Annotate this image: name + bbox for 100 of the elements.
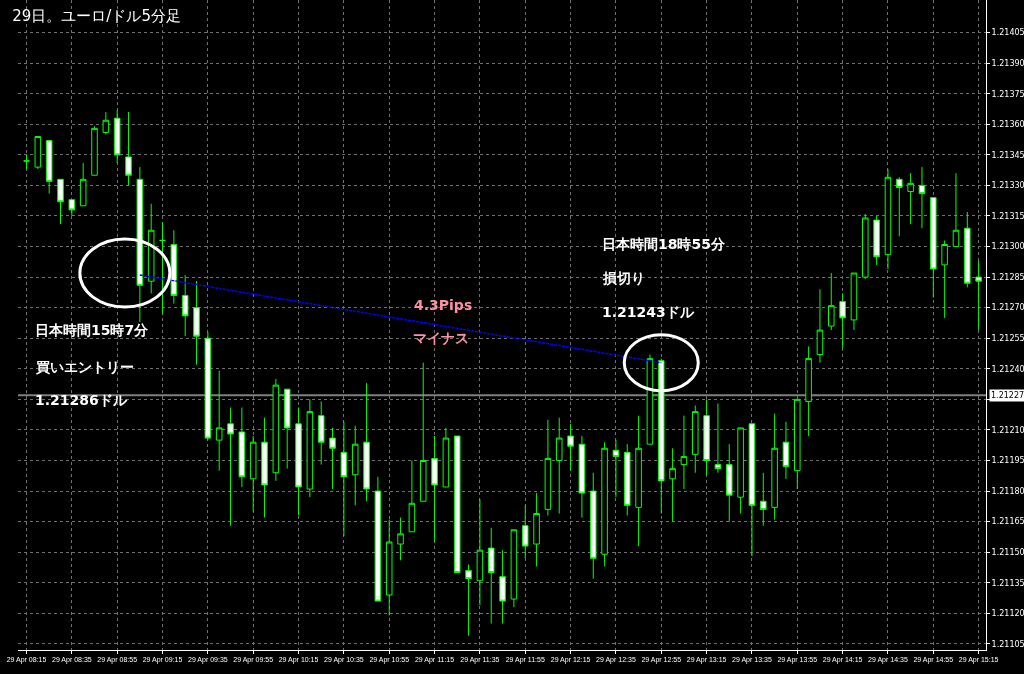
candlestick <box>340 421 348 537</box>
y-tick-label: 1.21345 <box>991 150 1024 160</box>
y-tick-label: 1.21390 <box>991 58 1024 68</box>
candlestick <box>805 345 812 437</box>
candlestick <box>839 292 846 349</box>
candlestick <box>34 136 42 170</box>
candlestick <box>23 154 30 170</box>
candlestick <box>238 407 246 488</box>
annotation: 日本時間15時7分 <box>35 322 150 338</box>
candlestick <box>567 423 574 472</box>
candlestick <box>249 435 257 512</box>
candlestick <box>601 441 608 567</box>
annotation: マイナス <box>413 330 469 346</box>
candlestick <box>408 460 416 533</box>
candlestick <box>725 443 733 523</box>
y-tick-label: 1.21135 <box>991 578 1024 588</box>
candlestick <box>159 221 166 315</box>
candlestick <box>748 423 756 557</box>
y-tick-label: 1.21150 <box>991 547 1024 557</box>
y-tick-label: 1.21255 <box>991 334 1024 344</box>
candlestick <box>215 370 223 472</box>
y-tick-label: 1.21120 <box>991 609 1024 619</box>
candlestick <box>227 407 234 527</box>
candlestick <box>453 435 461 574</box>
candlestick <box>680 415 688 490</box>
candlestick <box>204 331 212 441</box>
candlestick <box>850 272 858 331</box>
candlestick <box>261 417 268 519</box>
candlestick <box>578 435 586 519</box>
y-tick-label: 1.21360 <box>991 120 1024 130</box>
annotation: 1.21286ドル <box>35 392 128 408</box>
candlestick <box>476 498 484 606</box>
candlestick <box>102 111 110 135</box>
candlestick <box>816 288 824 364</box>
candlestick <box>828 272 835 331</box>
candlestick <box>431 435 438 543</box>
candlestick <box>635 415 642 547</box>
annotation: 損切り <box>602 270 645 286</box>
y-tick-label: 1.21285 <box>991 272 1024 282</box>
candlestick <box>896 176 903 237</box>
candlestick <box>794 398 801 490</box>
candlestick <box>521 504 529 559</box>
y-tick-label: 1.21180 <box>991 486 1024 496</box>
candlestick <box>295 407 302 517</box>
y-tick-label: 1.21240 <box>991 364 1024 374</box>
candlestick <box>646 354 654 445</box>
candlestick <box>419 362 427 502</box>
candlestick <box>465 563 472 637</box>
candlestick <box>499 549 506 625</box>
candlestick <box>884 168 892 270</box>
candlestick <box>57 178 64 225</box>
y-tick-label: 1.21105 <box>991 639 1024 649</box>
candlestick <box>79 162 87 207</box>
candlestick <box>589 472 597 580</box>
candlestick <box>329 427 336 490</box>
annotation: 日本時間18時55分 <box>602 236 726 252</box>
candlestick <box>873 215 880 266</box>
candlestick <box>397 517 404 561</box>
candlestick <box>703 398 710 476</box>
candlestick <box>975 260 982 331</box>
candlestick <box>442 427 450 488</box>
candlestick <box>759 472 767 527</box>
y-tick-label: 1.21330 <box>991 181 1024 191</box>
candlestick <box>68 199 76 217</box>
y-tick-label: 1.21405 <box>991 28 1024 38</box>
candlestick <box>623 443 631 517</box>
candlestick <box>510 529 518 608</box>
candlestick <box>487 527 495 625</box>
candlestick <box>714 402 722 474</box>
candlestick <box>669 447 676 523</box>
y-tick-label: 1.21300 <box>991 242 1024 252</box>
candlestick <box>317 400 325 466</box>
candlestick <box>283 388 291 470</box>
candlestick <box>45 140 53 195</box>
candlestick <box>930 197 937 298</box>
y-tick-label: 1.21270 <box>991 303 1024 313</box>
candlestick <box>272 378 280 482</box>
candlestick <box>691 404 699 474</box>
candlestick <box>306 398 314 498</box>
candlestick <box>612 439 620 498</box>
y-tick-label: 1.21210 <box>991 425 1024 435</box>
candlestick <box>907 172 914 225</box>
candlestick <box>147 203 155 294</box>
candlestick <box>941 239 948 319</box>
candlestick <box>964 211 971 288</box>
annotation: 買いエントリー <box>35 359 134 375</box>
candlestick <box>918 166 926 229</box>
y-tick-label: 1.21375 <box>991 89 1024 99</box>
candlestick <box>193 280 200 366</box>
candlestick <box>862 213 869 280</box>
y-tick-label: 1.21315 <box>991 211 1024 221</box>
candlestick <box>113 109 121 164</box>
ref-line-label: 1.21227 <box>991 391 1024 400</box>
candlestick <box>533 492 540 567</box>
candlestick <box>952 172 960 248</box>
annotation: 1.21243ドル <box>602 304 695 320</box>
y-tick-label: 1.21195 <box>991 456 1024 466</box>
candlestick <box>782 421 790 480</box>
candlestick <box>91 125 98 176</box>
text: 29日。ユーロ/ドル5分足 <box>12 6 181 25</box>
